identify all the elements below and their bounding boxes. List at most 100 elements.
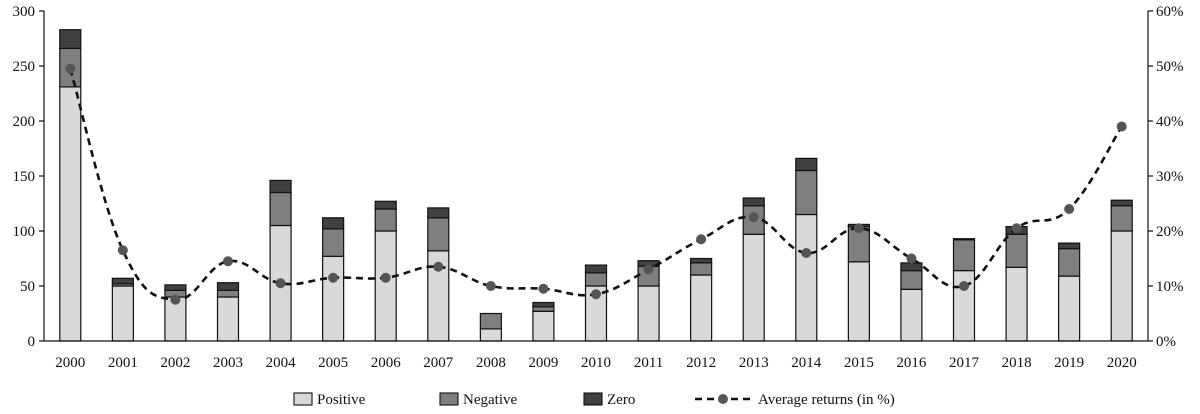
legend-average-returns-swatch-marker (718, 394, 728, 404)
legend-zero-label: Zero (607, 392, 635, 408)
bar-segment-zero-2007 (427, 207, 450, 219)
average-returns-point-2003 (223, 256, 233, 267)
average-returns-point-2014 (801, 248, 812, 258)
bar-segment-negative-2008 (479, 312, 502, 330)
right-y-tick-label: 0% (1156, 334, 1176, 350)
left-y-tick-label: 150 (13, 169, 36, 185)
x-tick-label: 2011 (634, 355, 663, 371)
left-y-tick-label: 300 (13, 4, 36, 20)
average-returns-point-2020 (1116, 121, 1127, 132)
bar-segment-negative-2004 (269, 191, 292, 227)
right-y-tick-label: 30% (1156, 169, 1184, 185)
bar-segment-negative-2014 (795, 169, 818, 216)
legend-positive-swatch (293, 392, 313, 406)
bar-segment-positive-2015 (847, 261, 870, 342)
average-returns-point-2012 (696, 234, 707, 245)
legend: Positive Negative Zero Average returns (in … (293, 392, 895, 408)
left-y-tick-label: 250 (13, 59, 36, 75)
bar-segment-negative-2005 (322, 228, 345, 257)
bar-segment-zero-2013 (742, 197, 765, 207)
legend-average-returns-label: Average returns (in %) (758, 392, 895, 408)
bar-segment-zero-2014 (795, 157, 818, 172)
right-y-tick-label: 20% (1156, 224, 1184, 240)
x-tick-label: 2007 (423, 355, 454, 371)
x-tick-label: 2017 (949, 355, 980, 371)
average-returns-point-2005 (328, 272, 339, 283)
average-returns-point-2015 (853, 223, 864, 234)
x-tick-label: 2009 (528, 355, 558, 371)
x-tick-label: 2019 (1054, 355, 1084, 371)
average-returns-point-2007 (433, 261, 444, 272)
average-returns-point-2019 (1064, 204, 1075, 214)
bar-segment-positive-2006 (374, 230, 397, 342)
bar-segment-positive-2003 (216, 296, 240, 342)
bar-segment-negative-2009 (532, 306, 555, 312)
bar-segment-negative-2017 (952, 239, 976, 272)
bar-segment-positive-2020 (1110, 230, 1133, 342)
x-tick-label: 2020 (1107, 355, 1137, 371)
bar-segment-negative-2012 (690, 262, 713, 276)
x-tick-label: 2000 (55, 355, 85, 371)
left-y-tick-label: 0 (28, 334, 36, 350)
bar-segment-negative-2018 (1005, 233, 1028, 268)
average-returns-point-2009 (538, 283, 549, 294)
legend-zero: Zero (583, 392, 635, 408)
right-y-tick-label: 60% (1156, 4, 1184, 20)
bar-segment-negative-2010 (584, 272, 608, 287)
bar-segment-positive-2012 (690, 274, 713, 342)
bar-segment-zero-2002 (164, 284, 187, 291)
right-y-tick-label: 10% (1156, 279, 1184, 295)
average-returns-point-2013 (748, 212, 759, 223)
average-returns-point-2016 (906, 253, 917, 264)
average-returns-point-2018 (1011, 223, 1022, 234)
average-returns-point-2011 (643, 264, 654, 275)
bar-segment-zero-2017 (952, 238, 976, 241)
x-tick-label: 2010 (581, 355, 611, 371)
bar-segment-positive-2009 (532, 310, 555, 342)
average-returns-point-2006 (380, 272, 391, 283)
bar-segment-positive-2019 (1058, 275, 1081, 342)
x-tick-label: 2012 (686, 355, 716, 371)
line-layer (65, 63, 1127, 305)
left-y-tick-label: 50 (20, 279, 35, 295)
average-returns-point-2010 (591, 289, 601, 300)
right-y-tick-label: 40% (1156, 114, 1184, 130)
bar-segment-zero-2010 (584, 264, 608, 274)
bar-segment-negative-2007 (427, 217, 450, 252)
x-tick-label: 2013 (739, 355, 769, 371)
legend-negative-swatch (439, 392, 459, 406)
bar-segment-zero-2001 (111, 277, 134, 285)
bar-segment-positive-2001 (111, 285, 134, 342)
bar-segment-zero-2005 (322, 217, 345, 230)
left-y-tick-label: 100 (13, 224, 36, 240)
x-tick-label: 2006 (371, 355, 402, 371)
bar-segment-positive-2011 (637, 285, 660, 342)
average-returns-point-2001 (117, 245, 128, 256)
x-tick-label: 2003 (213, 355, 243, 371)
x-tick-label: 2014 (791, 355, 822, 371)
bar-segment-positive-2018 (1005, 266, 1028, 342)
legend-negative-label: Negative (463, 392, 517, 408)
legend-negative: Negative (439, 392, 517, 408)
bar-segment-negative-2006 (374, 208, 397, 232)
bar-segment-zero-2012 (690, 257, 713, 264)
average-returns-point-2004 (275, 278, 286, 289)
x-tick-label: 2005 (318, 355, 348, 371)
right-y-tick-label: 50% (1156, 59, 1184, 75)
legend-positive: Positive (293, 392, 366, 408)
x-tick-label: 2004 (266, 355, 297, 371)
average-returns-point-2000 (65, 63, 76, 74)
bar-segment-negative-2019 (1058, 248, 1081, 277)
average-returns-point-2008 (485, 281, 496, 291)
legend-positive-label: Positive (317, 392, 366, 408)
x-tick-label: 2002 (160, 355, 190, 371)
average-returns-point-2002 (170, 294, 181, 305)
x-tick-label: 2018 (1002, 355, 1032, 371)
x-tick-label: 2015 (844, 355, 874, 371)
bar-segment-positive-2013 (742, 233, 765, 342)
bar-segment-zero-2009 (532, 301, 555, 308)
bar-segment-zero-2006 (374, 200, 397, 210)
legend-zero-swatch (583, 392, 603, 406)
